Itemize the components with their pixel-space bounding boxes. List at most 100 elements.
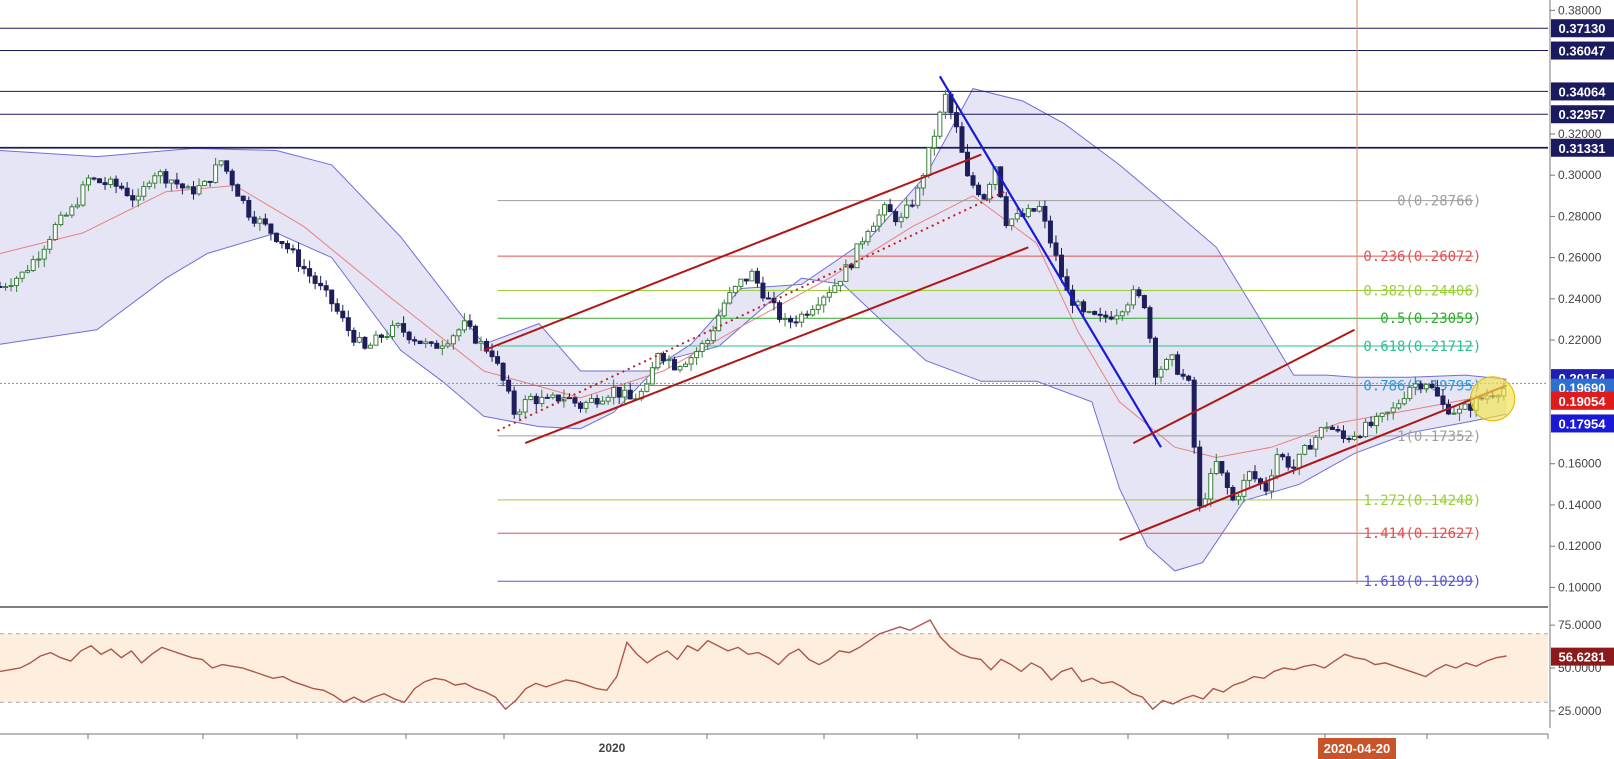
candle-body [1462,403,1468,410]
candle-body [710,330,716,342]
candle-body [30,259,36,272]
candle-body [716,315,722,332]
candle-body [1285,456,1291,468]
channel-upper-line [483,153,982,352]
price-tag-label: 0.36047 [1559,44,1606,59]
fib-level-label: 0.236(0.26072) [1363,249,1481,265]
candle-body [843,264,849,282]
price-tag-label: 56.6281 [1559,650,1606,665]
candle-body [74,204,80,208]
price-tag-box [1551,41,1614,60]
candle-body [1252,471,1258,480]
candle-body [572,397,578,404]
candle-body [694,351,700,359]
candle-body [417,340,423,345]
candle-body [506,379,512,392]
candle-body [865,230,871,243]
candle-body [1014,213,1020,220]
candle-body [312,275,318,284]
candle-body [1158,368,1164,378]
candle-body [1114,315,1120,320]
candle-body [423,341,429,345]
candle-body [1235,495,1241,501]
candle-body [340,310,346,319]
candle-body [589,398,595,403]
candle-body [915,187,921,206]
candle-body [450,335,456,345]
candle-body [1152,337,1158,378]
candle-body [290,248,296,251]
candle-body [1036,205,1042,212]
price-tick-label: 0.16000 [1558,457,1602,471]
candle-body [1318,427,1324,438]
candle-body [655,353,661,369]
candle-body [1357,436,1363,439]
candle-body [777,302,783,320]
candle-body [445,343,451,347]
candle-body [257,218,263,224]
rsi-tick-label: 25.0000 [1558,704,1602,718]
candle-body [1042,205,1048,222]
price-tag-label: 0.19054 [1559,394,1607,409]
candle-body [550,394,556,398]
candle-body [91,177,97,180]
candle-body [522,399,528,413]
price-tag-box [1551,19,1614,38]
candle-body [732,285,738,294]
candle-body [1164,358,1170,370]
candle-body [323,285,329,291]
candle-body [108,178,114,186]
candle-body [185,186,191,189]
candle-body [500,362,506,381]
candle-body [578,402,583,409]
candle-body [649,367,655,385]
candle-body [395,323,401,326]
candle-body [1241,479,1247,497]
candle-body [976,184,982,196]
candle-body [699,342,705,353]
bollinger-lower-line [0,232,1507,572]
candle-body [1186,375,1192,381]
candle-body [1053,242,1059,256]
candle-body [251,216,257,224]
price-tag-box [1551,138,1614,157]
candle-body [14,277,20,287]
candle-body [1396,403,1402,409]
candle-body [47,238,53,250]
candle-body [876,214,882,227]
candle-body [1407,386,1413,400]
price-tag-label: 0.34064 [1559,84,1607,99]
price-tick-label: 0.12000 [1558,539,1602,553]
candle-body [1086,311,1092,314]
candle-body [1412,383,1418,388]
candle-body [1219,461,1225,474]
fib-level-label: 0.618(0.21712) [1363,339,1481,355]
candle-body [1136,289,1142,297]
candle-body [1147,307,1153,339]
candle-body [356,336,362,343]
candle-body [58,214,64,226]
candle-body [859,241,865,245]
candle-body [1246,471,1252,481]
candle-body [1103,314,1109,318]
channel2-lower-line [1119,384,1507,541]
candle-body [1307,444,1313,450]
price-tick-label: 0.10000 [1558,580,1602,594]
candle-body [1352,436,1357,441]
candle-body [495,356,501,364]
candle-body [179,183,185,189]
candle-body [528,395,534,401]
candle-body [848,264,854,269]
candle-body [1274,454,1280,477]
candle-body [146,182,152,188]
candle-body [240,195,246,201]
candle-body [157,171,163,177]
candle-body [25,270,31,273]
rsi-band-fill [0,633,1548,703]
candle-body [19,271,25,279]
candle-body [749,270,755,282]
candle-body [367,344,373,349]
fib-level-label: 1(0.17352) [1397,429,1481,445]
candle-body [1418,383,1424,390]
